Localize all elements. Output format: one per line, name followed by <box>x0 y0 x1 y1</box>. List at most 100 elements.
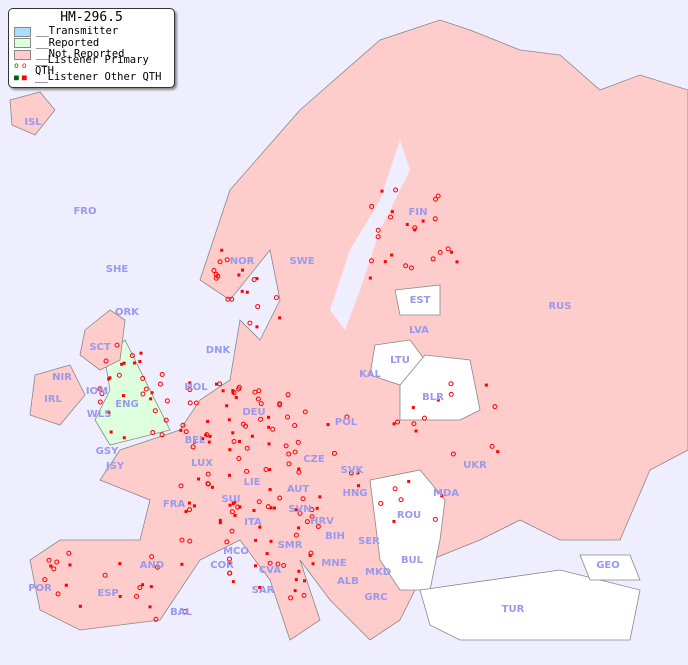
listener-other-marker <box>107 411 111 415</box>
country-label-aut: AUT <box>286 484 310 495</box>
listener-primary-marker <box>46 557 52 563</box>
listener-primary-marker <box>244 445 250 451</box>
listener-other-marker <box>68 563 72 567</box>
listener-primary-marker <box>315 523 321 529</box>
listener-primary-marker <box>392 486 398 492</box>
listener-primary-marker <box>408 265 414 271</box>
listener-primary-marker <box>281 562 287 568</box>
listener-other-marker <box>293 589 297 593</box>
listener-primary-marker <box>152 408 158 414</box>
country-label-wls: WLS <box>86 409 112 420</box>
listener-primary-marker <box>149 554 155 560</box>
legend-title: HM-296.5 <box>60 10 123 25</box>
listener-primary-marker <box>180 422 186 428</box>
listener-primary-marker <box>309 514 315 520</box>
listener-primary-marker <box>140 391 146 397</box>
listener-other-marker <box>356 471 360 475</box>
country-label-mco: MCO <box>223 546 249 557</box>
listener-primary-marker <box>236 456 242 462</box>
country-label-fro: FRO <box>73 206 97 217</box>
listener-primary-marker <box>277 402 283 408</box>
listener-other-marker <box>252 508 256 512</box>
listener-primary-marker <box>137 585 143 591</box>
listener-primary-marker <box>150 429 156 435</box>
country-label-ork: ORK <box>115 307 139 318</box>
listener-primary-marker <box>66 550 72 556</box>
listener-primary-marker <box>375 227 381 233</box>
country-label-cze: CZE <box>303 454 325 465</box>
listener-other-marker <box>267 425 271 429</box>
country-label-kal: KAL <box>359 369 381 380</box>
listener-primary-marker <box>102 572 108 578</box>
listener-primary-marker <box>182 608 188 614</box>
listener-primary-marker <box>270 426 276 432</box>
listener-other-marker <box>266 415 270 419</box>
listener-primary-marker <box>129 353 135 359</box>
country-label-esp: ESP <box>97 588 119 599</box>
country-label-and: AND <box>139 560 165 571</box>
listener-primary-marker <box>448 391 454 397</box>
est <box>394 284 441 316</box>
listener-primary-marker <box>275 561 281 567</box>
listener-other-marker <box>227 418 231 422</box>
listener-other-marker <box>231 431 235 435</box>
listener-other-marker <box>440 494 444 498</box>
listener-primary-marker <box>369 203 375 209</box>
listener-primary-marker <box>217 259 223 265</box>
listener-primary-marker <box>183 429 189 435</box>
legend-primary-qth: o o __Listener Primary QTH <box>9 55 174 77</box>
listener-primary-marker <box>224 257 230 263</box>
legend-label: __Transmitter <box>36 25 119 38</box>
listener-other-marker <box>237 273 241 277</box>
listener-other-marker <box>233 513 237 517</box>
country-label-bal: BAL <box>170 607 192 618</box>
listener-other-marker <box>204 433 208 437</box>
listener-primary-marker <box>421 415 427 421</box>
country-label-swe: SWE <box>289 256 315 267</box>
listener-other-marker <box>141 583 145 587</box>
listener-primary-marker <box>153 616 159 622</box>
country-label-geo: GEO <box>596 560 620 571</box>
listener-primary-marker <box>301 592 307 598</box>
blr <box>399 354 481 421</box>
listener-primary-marker <box>231 439 237 445</box>
listener-other-marker <box>405 223 409 227</box>
listener-primary-marker <box>99 391 105 397</box>
country-label-fin: FIN <box>408 207 428 218</box>
listener-primary-marker <box>247 320 253 326</box>
listener-other-marker <box>297 526 301 530</box>
listener-other-marker <box>207 440 211 444</box>
listener-primary-marker <box>229 528 235 534</box>
country-label-deu: DEU <box>242 407 266 418</box>
listener-primary-marker <box>295 439 301 445</box>
country-label-ser: SER <box>358 536 380 547</box>
legend-reported: __Reported <box>9 37 174 50</box>
listener-other-marker <box>318 495 322 499</box>
listener-primary-marker <box>227 570 233 576</box>
listener-other-marker <box>308 553 312 557</box>
listener-other-marker <box>231 502 235 506</box>
listener-other-marker <box>250 434 254 438</box>
listener-other-marker <box>455 260 459 264</box>
country-label-alb: ALB <box>337 576 359 587</box>
legend-other-qth: ■ ■ __Listener Other QTH <box>9 72 174 84</box>
listener-other-marker <box>122 361 126 365</box>
listener-other-marker <box>484 383 488 387</box>
legend: HM-296.5 __Transmitter __Reported __Not … <box>8 8 175 88</box>
listener-primary-marker <box>286 451 292 457</box>
listener-other-marker <box>297 467 301 471</box>
listener-primary-marker <box>432 216 438 222</box>
listener-other-marker <box>78 604 82 608</box>
listener-other-marker <box>132 361 136 365</box>
listener-other-marker <box>184 509 188 513</box>
listener-primary-marker <box>205 471 211 477</box>
listener-primary-marker <box>236 386 242 392</box>
listener-other-marker <box>120 362 124 366</box>
country-label-iom: IOM <box>85 386 109 397</box>
legend-transmitter: __Transmitter <box>9 26 174 38</box>
listener-primary-marker <box>205 481 211 487</box>
listener-primary-marker <box>450 451 456 457</box>
listener-primary-marker <box>437 249 443 255</box>
